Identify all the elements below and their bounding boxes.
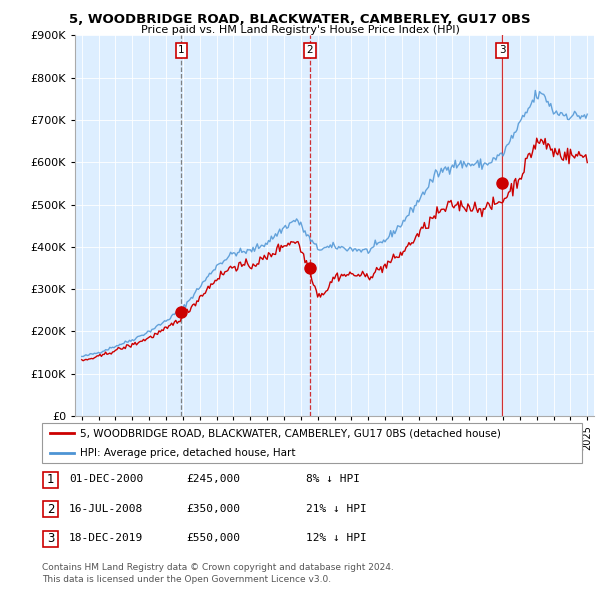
FancyBboxPatch shape [43,531,58,546]
Text: HPI: Average price, detached house, Hart: HPI: Average price, detached house, Hart [80,448,295,458]
Text: 1: 1 [47,473,54,486]
FancyBboxPatch shape [43,501,58,517]
Text: 2: 2 [47,503,54,516]
Text: 12% ↓ HPI: 12% ↓ HPI [306,533,367,543]
Text: £550,000: £550,000 [186,533,240,543]
Text: 2: 2 [307,45,313,55]
Text: Contains HM Land Registry data © Crown copyright and database right 2024.: Contains HM Land Registry data © Crown c… [42,563,394,572]
Text: This data is licensed under the Open Government Licence v3.0.: This data is licensed under the Open Gov… [42,575,331,584]
Text: 5, WOODBRIDGE ROAD, BLACKWATER, CAMBERLEY, GU17 0BS: 5, WOODBRIDGE ROAD, BLACKWATER, CAMBERLE… [69,13,531,26]
Text: £245,000: £245,000 [186,474,240,484]
Text: Price paid vs. HM Land Registry's House Price Index (HPI): Price paid vs. HM Land Registry's House … [140,25,460,35]
Text: 3: 3 [47,532,54,545]
Text: 18-DEC-2019: 18-DEC-2019 [69,533,143,543]
Text: 16-JUL-2008: 16-JUL-2008 [69,504,143,513]
Text: 8% ↓ HPI: 8% ↓ HPI [306,474,360,484]
Text: 3: 3 [499,45,506,55]
Text: 01-DEC-2000: 01-DEC-2000 [69,474,143,484]
Text: 1: 1 [178,45,185,55]
FancyBboxPatch shape [43,472,58,487]
Text: £350,000: £350,000 [186,504,240,513]
Text: 21% ↓ HPI: 21% ↓ HPI [306,504,367,513]
FancyBboxPatch shape [42,423,582,463]
Text: 5, WOODBRIDGE ROAD, BLACKWATER, CAMBERLEY, GU17 0BS (detached house): 5, WOODBRIDGE ROAD, BLACKWATER, CAMBERLE… [80,428,500,438]
